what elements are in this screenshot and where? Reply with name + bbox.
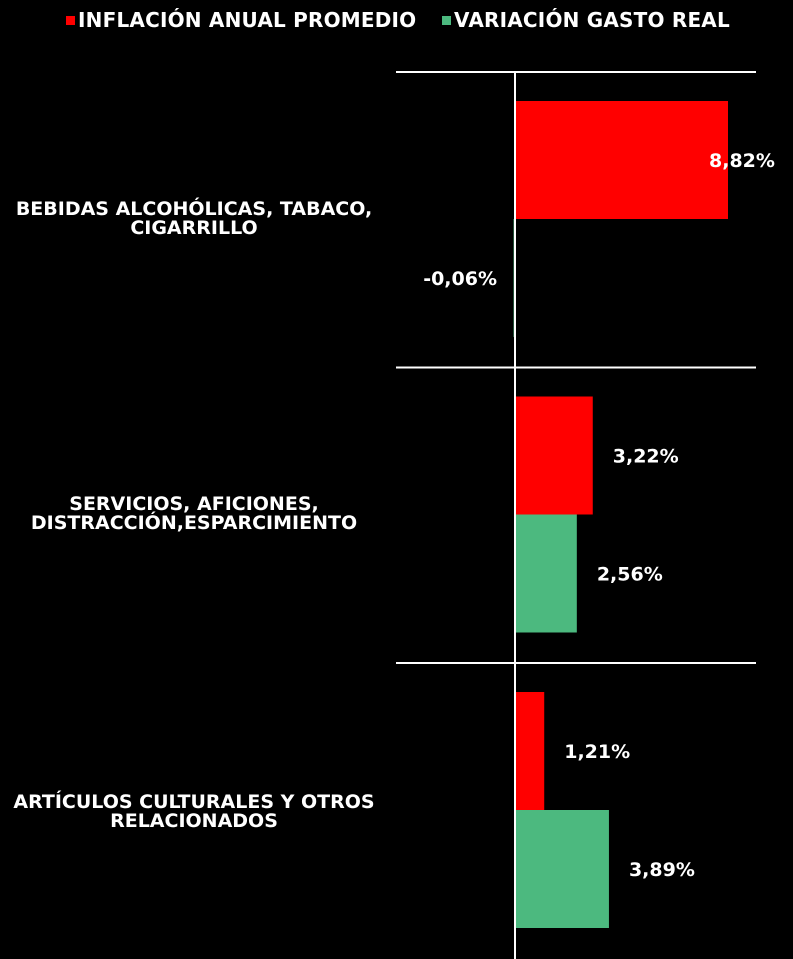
category-label-line: DISTRACCIÓN,ESPARCIMIENTO [30, 512, 358, 534]
bar-inflacion [515, 101, 729, 219]
category-label-line: RELACIONADOS [110, 810, 278, 832]
category-label-line: SERVICIOS, AFICIONES, [69, 493, 319, 515]
category-label-articulos: ARTÍCULOS CULTURALES Y OTROS RELACIONADO… [0, 793, 388, 831]
data-label: 8,82% [709, 150, 775, 172]
legend-item-inflacion: INFLACIÓN ANUAL PROMEDIO [66, 8, 416, 32]
bar-inflacion [515, 396, 593, 515]
category-label-line: ARTÍCULOS CULTURALES Y OTROS [13, 791, 375, 813]
legend-swatch-inflacion [66, 15, 75, 25]
category-label-bebidas: BEBIDAS ALCOHÓLICAS, TABACO, CIGARRILLO [0, 200, 388, 238]
data-label: 1,21% [564, 741, 630, 763]
data-label: 2,56% [597, 564, 663, 586]
legend-label-gasto-real: VARIACIÓN GASTO REAL [454, 8, 730, 32]
category-label-line: CIGARRILLO [130, 217, 258, 239]
legend-swatch-gasto-real [442, 15, 451, 25]
bar-gasto-real [515, 810, 609, 928]
data-label: 3,89% [629, 859, 695, 881]
bar-inflacion [515, 692, 545, 810]
category-label-line: BEBIDAS ALCOHÓLICAS, TABACO, [15, 198, 373, 220]
legend-label-inflacion: INFLACIÓN ANUAL PROMEDIO [78, 8, 417, 32]
legend: INFLACIÓN ANUAL PROMEDIO VARIACIÓN GASTO… [0, 8, 793, 38]
data-label: 3,22% [613, 446, 679, 468]
legend-item-gasto-real: VARIACIÓN GASTO REAL [442, 8, 730, 32]
category-label-servicios: SERVICIOS, AFICIONES, DISTRACCIÓN,ESPARC… [0, 495, 388, 533]
bar-gasto-real [515, 514, 577, 633]
data-label: -0,06% [423, 268, 497, 290]
